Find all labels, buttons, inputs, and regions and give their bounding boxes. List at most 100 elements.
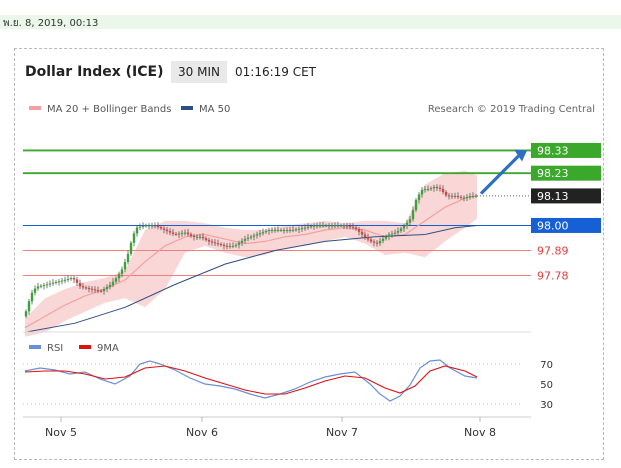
candle-body: [351, 226, 355, 228]
candle-body: [144, 225, 148, 227]
candle-body: [150, 225, 154, 227]
candle-body: [78, 282, 82, 287]
candle-body: [273, 230, 277, 231]
candle-body: [165, 229, 169, 232]
candle-body: [87, 288, 91, 290]
candle-body: [372, 241, 376, 243]
candle-body: [222, 244, 226, 246]
candle-body: [201, 236, 205, 239]
candle-body: [354, 227, 358, 230]
candle-body: [123, 262, 127, 270]
candle-body: [57, 281, 61, 283]
candle-body: [276, 230, 280, 231]
timeframe-badge: [171, 61, 227, 83]
candle-body: [132, 233, 136, 243]
chart-svg: Dollar Index (ICE) 30 MIN 01:16:19 CET M…: [23, 61, 601, 439]
level-label-box: [531, 165, 601, 181]
candle-body: [393, 232, 397, 234]
ma20-legend-swatch: [29, 106, 41, 110]
level-label-text: 98.13: [537, 190, 569, 203]
forecast-arrow-head: [514, 149, 527, 162]
forecast-arrow-shaft: [479, 154, 521, 195]
candle-body: [153, 225, 157, 227]
candle-body: [333, 225, 337, 227]
candle-body: [174, 233, 178, 235]
clock-label: 01:16:19 CET: [235, 65, 317, 79]
candle-body: [183, 232, 187, 234]
candle-body: [348, 226, 352, 228]
candle-body: [414, 199, 418, 211]
candle-body: [48, 283, 52, 285]
candle-body: [390, 233, 394, 235]
ma9-legend-label: 9MA: [97, 343, 119, 354]
candle-body: [249, 236, 253, 238]
candle-body: [267, 230, 271, 231]
rsi-series-9ma: [24, 365, 478, 395]
candle-body: [309, 226, 313, 228]
candle-body: [315, 225, 319, 227]
rsi-series-rsi: [24, 359, 478, 402]
rsi-tick-label: 50: [540, 380, 553, 391]
candle-body: [468, 196, 472, 198]
forecast-arrow: [479, 149, 527, 195]
ma9-legend-swatch: [79, 345, 91, 349]
candle-body: [72, 278, 76, 280]
candle-body: [255, 234, 259, 236]
level-label-box: [531, 142, 601, 158]
candle-body: [285, 230, 289, 231]
candle-body: [360, 231, 364, 235]
candle-body: [126, 254, 130, 263]
candle-body: [405, 222, 409, 226]
candle-body: [435, 187, 439, 189]
x-axis-labels: Nov 5 Nov 6 Nov 7 Nov 8: [45, 417, 496, 439]
candle-body: [252, 235, 256, 237]
candle-body: [432, 187, 436, 189]
candle-body: [369, 239, 373, 242]
candle-body: [462, 197, 466, 199]
candle-body: [474, 195, 478, 197]
candle-body: [237, 242, 241, 245]
candle-body: [444, 191, 448, 196]
candle-body: [288, 230, 292, 231]
candle-body: [171, 232, 175, 234]
datetime-label: พ.ย. 8, 2019, 00:13: [3, 18, 99, 29]
candle-body: [66, 279, 70, 281]
candle-body: [30, 292, 34, 302]
bollinger-band-fill: [25, 170, 477, 337]
candle-body: [294, 229, 298, 231]
timeframe-label: 30 MIN: [178, 65, 220, 79]
candle-body: [147, 225, 151, 227]
candle-body: [60, 280, 64, 282]
candle-body: [99, 290, 103, 292]
rsi-legend-swatch: [29, 345, 41, 349]
candle-body: [162, 228, 166, 230]
candle-body: [216, 243, 220, 245]
candle-body: [456, 196, 460, 198]
ma50-line: [24, 225, 478, 333]
candle-body: [417, 194, 421, 200]
level-label-box: [531, 217, 601, 233]
level-label-text: 98.33: [537, 144, 569, 157]
candle-body: [465, 196, 469, 198]
candle-body: [321, 225, 325, 227]
candle-body: [156, 225, 160, 228]
candle-body: [168, 231, 172, 233]
bollinger-band: [25, 170, 477, 337]
x-tick-label: Nov 8: [464, 426, 496, 439]
candle-body: [177, 233, 181, 235]
level-label-box: [531, 188, 601, 204]
candle-body: [261, 232, 265, 234]
level-label-text: 98.23: [537, 167, 569, 180]
x-tick-label: Nov 5: [45, 426, 77, 439]
chart-panel: Dollar Index (ICE) 30 MIN 01:16:19 CET M…: [14, 48, 604, 460]
x-tick-label: Nov 6: [186, 426, 218, 439]
candle-body: [453, 195, 457, 197]
candle-body: [264, 230, 268, 233]
candle-body: [33, 288, 37, 293]
candle-body: [186, 232, 190, 235]
candle-body: [306, 226, 310, 228]
candle-body: [429, 188, 433, 190]
x-tick-label: Nov 7: [326, 426, 358, 439]
candle-body: [27, 301, 31, 312]
candle-body: [258, 233, 262, 235]
